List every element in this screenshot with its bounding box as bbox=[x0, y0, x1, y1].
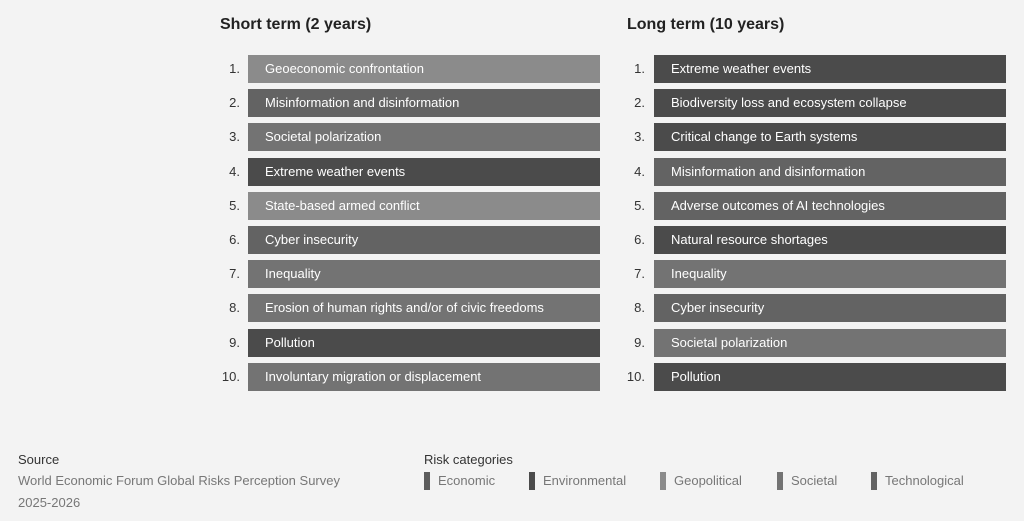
rank-number: 6. bbox=[634, 232, 645, 247]
rank-number: 10. bbox=[221, 368, 240, 384]
risk-bar: Cyber insecurity bbox=[654, 294, 1006, 323]
source-text: 2025-2026 bbox=[18, 495, 81, 510]
risk-bar: Geoeconomic confrontation bbox=[248, 55, 600, 83]
risk-bar: Extreme weather events bbox=[248, 157, 600, 186]
rank-number: 3. bbox=[634, 129, 645, 145]
rank-number: 10. bbox=[626, 368, 645, 384]
risk-bar: State-based armed conflict bbox=[248, 191, 600, 220]
risk-bar: Cyber insecurity bbox=[248, 226, 600, 254]
source-heading: Source bbox=[18, 452, 60, 467]
risk-bar: Pollution bbox=[248, 328, 600, 357]
risk-bar: Societal polarization bbox=[248, 123, 600, 152]
rank-number: 9. bbox=[634, 334, 645, 350]
legend-label: Environmental bbox=[543, 473, 627, 488]
legend-label: Economic bbox=[438, 473, 496, 488]
risk-bar: Pollution bbox=[654, 362, 1006, 391]
legend-swatch bbox=[529, 472, 535, 490]
risk-bar: Extreme weather events bbox=[654, 55, 1006, 83]
rank-number: 6. bbox=[229, 232, 240, 247]
column-title: Short term (2 years) bbox=[220, 16, 372, 33]
rank-number: 7. bbox=[229, 266, 240, 282]
legend-label: Geopolitical bbox=[674, 473, 742, 488]
risk-bar: Adverse outcomes of AI technologies bbox=[654, 191, 1006, 220]
legend-swatch bbox=[777, 472, 783, 490]
rank-number: 2. bbox=[634, 95, 645, 111]
risk-bar: Misinformation and disinformation bbox=[654, 157, 1006, 186]
column-title: Long term (10 years) bbox=[627, 16, 785, 33]
risk-bar: Misinformation and disinformation bbox=[248, 89, 600, 118]
risk-bar: Societal polarization bbox=[654, 328, 1006, 357]
rank-number: 8. bbox=[229, 300, 240, 316]
rank-number: 4. bbox=[229, 163, 240, 179]
risk-bar: Critical change to Earth systems bbox=[654, 123, 1006, 152]
rank-number: 3. bbox=[229, 129, 240, 145]
rank-number: 5. bbox=[229, 197, 240, 213]
risk-bar: Natural resource shortages bbox=[654, 226, 1006, 254]
legend-swatch bbox=[871, 472, 877, 490]
legend-swatch bbox=[424, 472, 430, 490]
rank-number: 8. bbox=[634, 300, 645, 316]
rank-number: 4. bbox=[634, 163, 645, 179]
legend-label: Technological bbox=[885, 473, 964, 488]
rank-number: 9. bbox=[229, 334, 240, 350]
legend-swatch bbox=[660, 472, 666, 490]
risk-bar: Inequality bbox=[654, 260, 1006, 289]
risk-bar: Involuntary migration or displacement bbox=[248, 362, 600, 391]
risk-bar: Erosion of human rights and/or of civic … bbox=[248, 294, 600, 323]
rank-number: 7. bbox=[634, 266, 645, 282]
rank-number: 1. bbox=[229, 61, 240, 76]
rank-number: 2. bbox=[229, 95, 240, 111]
risk-bar: Biodiversity loss and ecosystem collapse bbox=[654, 89, 1006, 118]
risk-bar: Inequality bbox=[248, 260, 600, 289]
rank-number: 5. bbox=[634, 197, 645, 213]
source-text: World Economic Forum Global Risks Percep… bbox=[18, 473, 340, 488]
rank-number: 1. bbox=[634, 61, 645, 76]
legend-heading: Risk categories bbox=[424, 452, 513, 467]
legend-label: Societal bbox=[791, 473, 838, 488]
